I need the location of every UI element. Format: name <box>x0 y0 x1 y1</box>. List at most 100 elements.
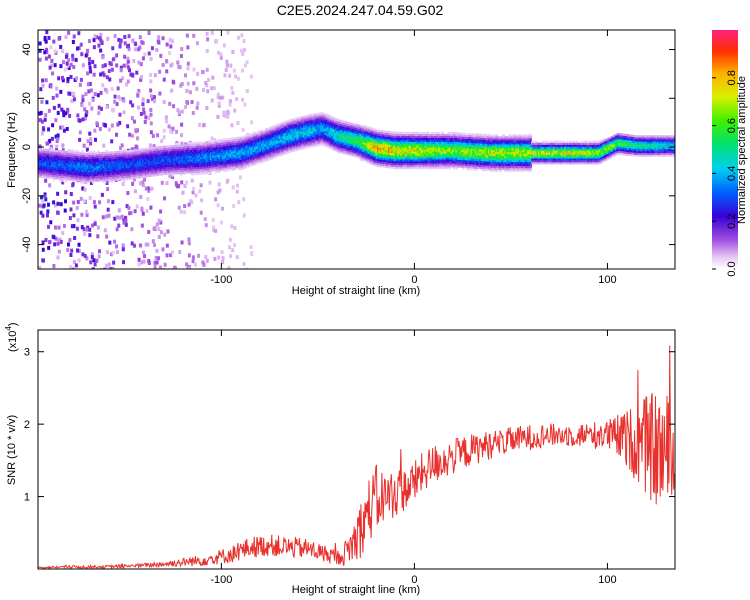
spectrogram-ridge-cell <box>93 179 96 182</box>
spectrogram-ridge-cell <box>305 118 308 122</box>
spectrogram-ridge-cell <box>133 174 137 177</box>
spectrogram-ridge-cell <box>113 178 116 181</box>
spectrogram-ridge-cell <box>113 160 116 164</box>
spectrogram-ridge-cell <box>83 170 87 173</box>
spectrogram-ridge-cell <box>336 122 339 126</box>
spectrogram-noise-cell <box>96 93 100 98</box>
spectrogram-ridge-cell <box>194 157 197 160</box>
spectrogram-ridge-cell <box>55 153 58 156</box>
spectrogram-ridge-cell <box>313 134 316 138</box>
spectrogram-ridge-cell <box>51 174 54 177</box>
spectrogram-ridge-cell <box>283 150 287 153</box>
spectrogram-ridge-cell <box>266 141 269 144</box>
spectrogram-ridge-cell <box>362 141 365 145</box>
spectrogram-ridge-cell <box>269 150 272 153</box>
spectrogram-ridge-cell <box>275 141 279 144</box>
spectrogram-noise-cell <box>57 249 61 254</box>
spectrogram-ridge-cell <box>131 173 134 176</box>
spectrogram-noise-cell <box>204 254 208 259</box>
spectrogram-noise-cell <box>143 52 147 57</box>
spectrogram-noise-cell <box>226 178 230 183</box>
spectrogram-ridge-cell <box>97 173 100 176</box>
spectrogram-ridge-cell <box>170 149 173 152</box>
spectrogram-noise-cell <box>103 267 107 269</box>
spectrogram-ridge-cell <box>65 180 68 183</box>
spectrogram-ridge-cell <box>98 157 102 161</box>
spectrogram-ridge-cell <box>294 123 297 126</box>
spectrogram-ridge-cell <box>70 161 73 164</box>
spectrogram-ridge-cell <box>298 120 301 123</box>
spectrogram-ridge-cell <box>362 128 365 131</box>
spectrogram-ridge-cell <box>112 170 115 173</box>
spectrogram-ridge-cell <box>127 157 130 161</box>
spectrogram-noise-cell <box>199 183 203 188</box>
spectrogram-noise-cell <box>201 70 205 75</box>
spectrogram-ridge-cell <box>237 165 241 169</box>
spectrogram-ridge-cell <box>247 161 250 164</box>
spectrogram-ridge-cell <box>277 131 280 134</box>
spectrogram-ridge-cell <box>206 152 210 155</box>
spectrogram-ridge-cell <box>170 156 173 160</box>
spectrogram-noise-cell <box>126 79 130 84</box>
spectrogram-ridge-cell <box>198 157 201 160</box>
spectrogram-ridge-cell <box>216 149 219 152</box>
spectrogram-noise-cell <box>50 136 54 141</box>
spectrogram-ridge-cell <box>202 164 206 167</box>
spectrogram-ridge-cell <box>170 145 173 148</box>
spectrogram-ridge-cell <box>260 149 264 152</box>
spectrogram-ridge-cell <box>263 144 266 147</box>
spectrogram-ridge-cell <box>259 151 262 154</box>
spectrogram-ridge-cell <box>104 151 107 154</box>
spectrogram-ridge-cell <box>297 126 300 130</box>
spectrogram-noise-cell <box>101 55 105 60</box>
spectrogram-ridge-cell <box>296 133 299 136</box>
spectrogram-ridge-cell <box>81 158 84 161</box>
spectrogram-ridge-cell <box>373 140 376 143</box>
spectrogram-ridge-cell <box>96 154 99 157</box>
spectrogram-noise-cell <box>231 49 235 54</box>
spectrogram-ridge-cell <box>46 170 49 173</box>
spectrogram-ridge-cell <box>356 143 360 146</box>
spectrogram-ridge-cell <box>271 151 274 154</box>
spectrogram-ridge-cell <box>98 171 102 174</box>
spectrogram-noise-cell <box>53 49 57 54</box>
spectrogram-ridge-cell <box>262 140 265 143</box>
spectrogram-ridge-cell <box>354 123 357 126</box>
spectrogram-ridge-cell <box>309 123 312 127</box>
spectrogram-ridge-cell <box>177 172 180 175</box>
spectrogram-ridge-cell <box>140 173 143 177</box>
spectrogram-ridge-cell <box>316 144 319 147</box>
spectrogram-ridge-cell <box>87 164 91 167</box>
spectrogram-ridge-cell <box>308 145 311 148</box>
spectrogram-ridge-cell <box>247 143 250 147</box>
spectrogram-ridge-cell <box>231 139 234 142</box>
spectrogram-ridge-cell <box>352 125 356 128</box>
spectrogram-ridge-cell <box>248 149 251 152</box>
spectrogram-ridge-cell <box>55 177 58 180</box>
spectrogram-ridge-cell <box>196 172 199 176</box>
spectrogram-ridge-cell <box>65 174 68 177</box>
spectrogram-ridge-cell <box>269 128 272 131</box>
spectrogram-noise-cell <box>47 54 51 59</box>
spectrogram-ridge-cell <box>125 158 129 161</box>
spectrogram-ridge-cell <box>212 167 215 170</box>
spectrogram-noise-cell <box>217 182 221 187</box>
spectrogram-ridge-cell <box>279 122 283 125</box>
spectrogram-ridge-cell <box>267 146 270 149</box>
spectrogram-ridge-cell <box>142 150 145 153</box>
spectrogram-ridge-cell <box>40 165 43 169</box>
spectrogram-ridge-cell <box>63 156 66 159</box>
spectrogram-ridge-cell <box>216 162 219 166</box>
spectrogram-noise-cell <box>112 260 116 265</box>
spectrogram-ridge-cell <box>137 176 141 179</box>
spectrogram-noise-cell <box>103 63 107 68</box>
spectrogram-ridge-cell <box>86 176 89 179</box>
spectrogram-ridge-cell <box>347 127 350 130</box>
spectrogram-ridge-cell <box>59 158 62 161</box>
spectrogram-ridge-cell <box>370 152 373 156</box>
spectrogram-ridge-cell <box>252 163 256 166</box>
spectrogram-ridge-cell <box>328 140 331 143</box>
spectrogram-ridge-cell <box>85 174 88 177</box>
spectrogram-ridge-cell <box>305 115 308 118</box>
spectrogram-ridge-cell <box>216 143 219 146</box>
